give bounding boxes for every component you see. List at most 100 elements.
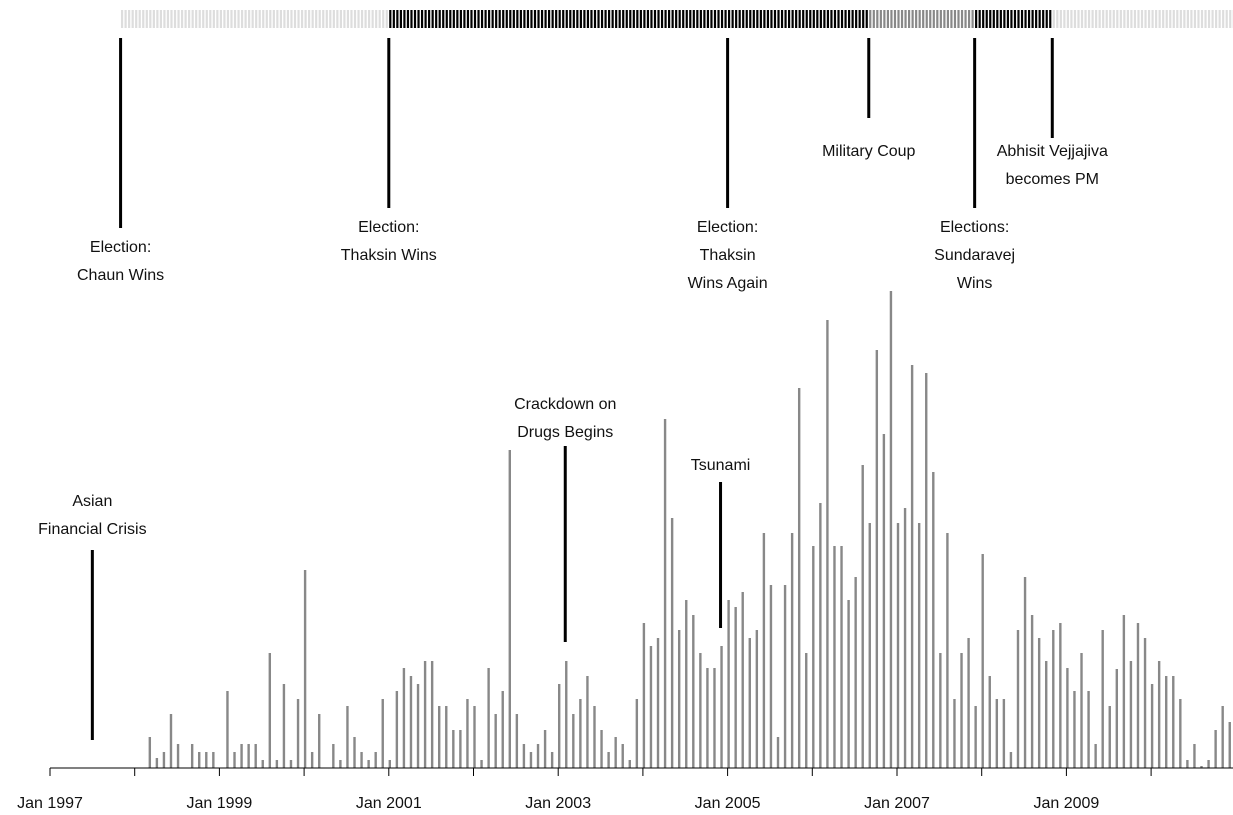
- bar: [282, 684, 286, 768]
- bar: [677, 630, 681, 768]
- bar: [1052, 630, 1055, 768]
- bar: [826, 320, 829, 768]
- bar: [1214, 730, 1217, 768]
- bar: [501, 691, 504, 768]
- bar: [847, 600, 850, 768]
- bar: [896, 523, 900, 768]
- bar: [903, 508, 907, 768]
- bar: [303, 570, 307, 768]
- bar: [268, 653, 272, 768]
- x-tick-label: Jan 2005: [695, 795, 761, 812]
- bar: [212, 752, 215, 768]
- bar: [162, 752, 166, 768]
- bar: [1179, 699, 1182, 768]
- bar: [783, 585, 787, 768]
- bar: [240, 744, 243, 768]
- bar: [332, 744, 335, 768]
- bar: [607, 752, 610, 768]
- bar: [960, 653, 963, 768]
- bar: [233, 752, 236, 768]
- bar: [1143, 638, 1147, 768]
- bar: [205, 752, 208, 768]
- bar: [755, 630, 759, 768]
- bar: [1009, 752, 1013, 768]
- bar: [776, 737, 780, 768]
- bar: [663, 419, 667, 768]
- bar: [875, 350, 879, 768]
- bar: [670, 518, 674, 768]
- bar: [1045, 661, 1048, 768]
- bar: [1016, 630, 1020, 768]
- event-label: Elections:: [940, 219, 1009, 236]
- bar: [296, 699, 300, 768]
- bar: [586, 676, 589, 768]
- event-label: Crackdown on: [514, 396, 616, 413]
- bar: [353, 737, 356, 768]
- x-tick-label: Jan 2001: [356, 795, 422, 812]
- bar: [790, 533, 794, 768]
- bar: [1115, 669, 1119, 768]
- bar: [635, 699, 639, 768]
- x-tick-label: Jan 1997: [17, 795, 83, 812]
- bar: [381, 699, 384, 768]
- event-label: Thaksin: [700, 247, 756, 264]
- bar: [805, 653, 808, 768]
- event-label: Thaksin Wins: [341, 247, 437, 264]
- bar: [741, 592, 744, 768]
- bar: [649, 646, 653, 768]
- bar: [1136, 623, 1140, 768]
- bar: [466, 699, 469, 768]
- bar: [522, 744, 526, 768]
- bar: [558, 684, 561, 768]
- bar: [402, 668, 406, 768]
- event-label: Military Coup: [822, 143, 915, 160]
- bar: [409, 676, 413, 768]
- bar: [1122, 615, 1126, 768]
- bar: [628, 760, 631, 768]
- bar: [438, 706, 441, 768]
- event-label: Financial Crisis: [38, 521, 146, 538]
- bar: [1073, 691, 1076, 768]
- bar: [769, 585, 773, 768]
- bar: [593, 706, 596, 768]
- bar: [1037, 638, 1041, 768]
- x-tick-label: Jan 2009: [1033, 795, 1099, 812]
- bar: [395, 691, 399, 768]
- bar: [430, 661, 434, 768]
- bar: [889, 291, 893, 768]
- bar: [459, 730, 462, 768]
- bar: [346, 706, 349, 768]
- bar: [1066, 668, 1069, 768]
- bar: [1165, 676, 1168, 768]
- bar: [974, 706, 977, 768]
- bar: [579, 699, 582, 768]
- bar: [953, 699, 956, 768]
- bar: [946, 533, 949, 768]
- x-tick-label: Jan 2007: [864, 795, 930, 812]
- event-label: Election:: [358, 219, 419, 236]
- bar: [882, 434, 886, 768]
- bar: [310, 752, 314, 768]
- bar: [480, 760, 483, 768]
- bar: [642, 623, 646, 768]
- bar: [275, 760, 279, 768]
- bar: [1087, 691, 1090, 768]
- bar: [854, 577, 857, 768]
- bar: [720, 646, 723, 768]
- bar: [198, 752, 201, 768]
- bar: [656, 638, 660, 768]
- bar: [713, 668, 716, 768]
- bar: [1193, 744, 1196, 768]
- bar: [967, 638, 970, 768]
- bar: [452, 730, 455, 768]
- bar: [614, 737, 617, 768]
- bar: [685, 600, 688, 768]
- bar: [727, 600, 730, 768]
- bar: [1207, 760, 1210, 768]
- bar: [868, 523, 871, 768]
- bar: [254, 744, 257, 768]
- bar: [621, 744, 624, 768]
- bar: [247, 744, 250, 768]
- event-label: Asian: [72, 493, 112, 510]
- bar: [339, 760, 342, 768]
